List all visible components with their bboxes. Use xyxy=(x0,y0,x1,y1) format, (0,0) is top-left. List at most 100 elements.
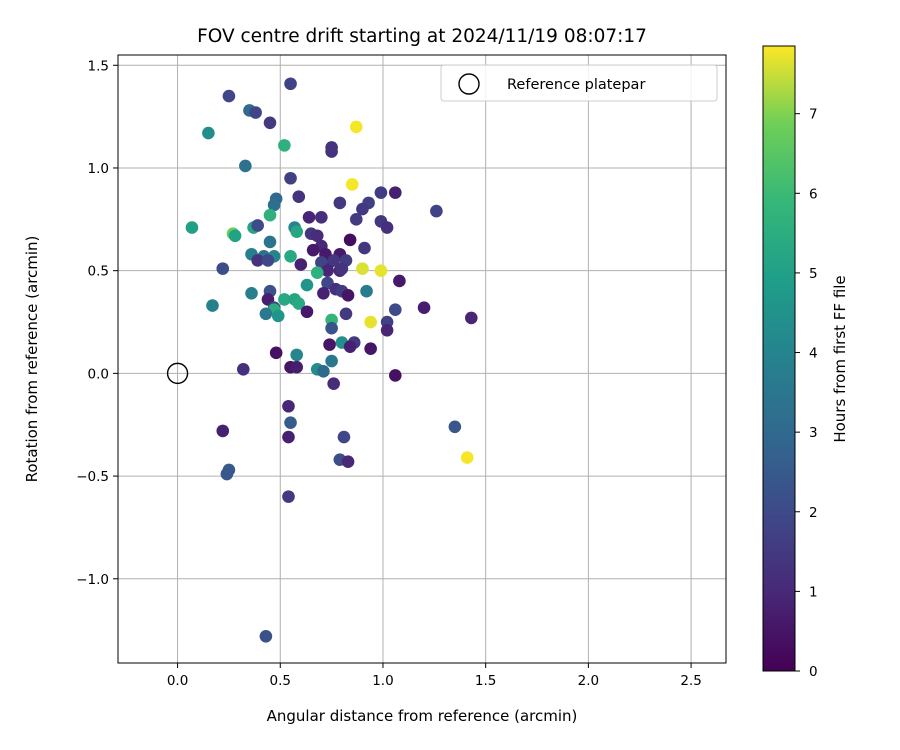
data-point xyxy=(300,305,314,319)
chart-title: FOV centre drift starting at 2024/11/19 … xyxy=(197,26,647,47)
legend-marker-circle xyxy=(458,73,480,95)
legend-label: Reference platepar xyxy=(507,77,645,93)
data-point xyxy=(448,420,462,434)
data-point xyxy=(388,303,402,317)
data-point xyxy=(185,221,199,234)
data-point xyxy=(282,430,295,444)
y-tick-label: 1.0 xyxy=(88,161,109,177)
data-point xyxy=(282,399,295,413)
x-tick-label: 1.0 xyxy=(372,673,393,689)
data-point xyxy=(341,455,355,469)
colorbar-tick-label: 7 xyxy=(809,107,818,123)
data-point xyxy=(464,311,478,325)
colorbar-tick-label: 0 xyxy=(809,664,818,680)
data-point xyxy=(430,204,443,218)
data-point xyxy=(388,186,402,199)
data-point xyxy=(317,365,330,378)
data-point xyxy=(251,254,264,267)
data-point xyxy=(284,77,297,91)
data-point xyxy=(284,249,297,263)
x-axis-ticks: 0.0 0.5 1.0 1.5 2.0 2.5 xyxy=(167,663,702,689)
data-point xyxy=(460,451,474,464)
y-axis-ticks: 1.5 1.0 0.5 0.0 −0.5 −1.0 xyxy=(76,58,118,588)
x-tick-label: 0.5 xyxy=(270,673,291,689)
data-point xyxy=(263,116,277,130)
data-point xyxy=(360,284,373,298)
data-point xyxy=(292,190,306,204)
colorbar-tick-label: 4 xyxy=(809,346,818,362)
data-point xyxy=(216,424,230,438)
data-point xyxy=(251,219,264,232)
data-point xyxy=(343,340,357,353)
data-point xyxy=(249,106,262,119)
data-point xyxy=(300,278,314,292)
colorbar-label: Hours from first FF file xyxy=(831,275,849,442)
data-point xyxy=(278,293,291,306)
data-point xyxy=(259,629,273,643)
data-point xyxy=(325,321,338,335)
y-tick-label: 1.5 xyxy=(88,58,109,74)
data-point xyxy=(380,323,394,337)
data-point xyxy=(327,254,340,267)
y-tick-label: −0.5 xyxy=(76,469,109,485)
x-tick-label: 2.0 xyxy=(578,673,599,689)
data-point xyxy=(339,307,353,321)
data-point xyxy=(245,286,258,300)
data-point xyxy=(267,198,281,212)
data-point xyxy=(306,243,320,257)
grid-lines xyxy=(118,55,726,663)
data-point xyxy=(302,210,316,224)
data-point xyxy=(222,89,236,103)
data-point xyxy=(228,229,242,243)
data-points xyxy=(185,77,478,643)
x-tick-label: 0.0 xyxy=(167,673,188,689)
data-point xyxy=(349,213,363,226)
data-point xyxy=(216,262,230,275)
data-point xyxy=(239,159,252,173)
data-point xyxy=(374,186,388,199)
colorbar-ticks: 0 1 2 3 4 5 6 7 xyxy=(795,107,818,680)
x-tick-label: 2.5 xyxy=(680,673,701,689)
plot-frame xyxy=(117,54,727,664)
data-point xyxy=(290,348,304,362)
reference-marker xyxy=(166,362,189,385)
data-point xyxy=(343,233,357,247)
data-point xyxy=(337,430,351,444)
data-point xyxy=(364,342,377,356)
data-point xyxy=(284,171,297,185)
data-point xyxy=(261,254,275,267)
colorbar-tick-label: 3 xyxy=(809,425,818,441)
data-point xyxy=(358,241,371,255)
colorbar-tick-label: 1 xyxy=(809,584,818,600)
reference-point xyxy=(166,362,189,385)
data-point xyxy=(317,286,330,300)
data-point xyxy=(356,202,369,216)
data-point xyxy=(202,126,215,140)
colorbar-tick-label: 6 xyxy=(809,186,818,202)
data-point xyxy=(325,354,338,368)
data-point xyxy=(364,315,377,329)
data-point xyxy=(333,196,347,210)
data-point xyxy=(206,299,219,312)
data-point xyxy=(321,264,334,277)
data-point xyxy=(323,338,336,351)
data-point xyxy=(327,377,340,390)
data-point xyxy=(388,369,402,382)
data-point xyxy=(310,266,324,280)
y-tick-label: 0.5 xyxy=(88,264,109,280)
data-point xyxy=(259,307,273,321)
data-point xyxy=(393,274,406,288)
data-point xyxy=(290,360,304,374)
data-point xyxy=(284,416,297,429)
data-point xyxy=(315,210,328,224)
data-point xyxy=(356,262,369,275)
colorbar xyxy=(762,45,796,672)
legend-box xyxy=(440,64,718,102)
colorbar-tick-label: 2 xyxy=(809,505,818,521)
data-point xyxy=(290,225,304,238)
data-point xyxy=(292,297,306,310)
data-point xyxy=(417,301,431,314)
data-point xyxy=(341,289,355,302)
data-point xyxy=(269,346,283,360)
